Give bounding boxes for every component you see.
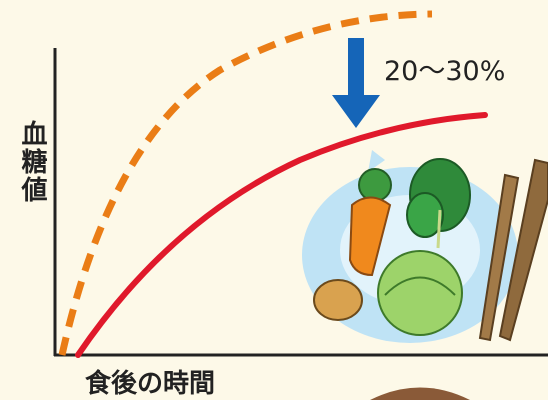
red-curve [75,112,488,358]
x-axis-label: 食後の時間 [85,368,215,399]
annotation: 20〜30% [384,56,505,87]
vegetables-illustration [302,150,548,343]
bottom-decoration [370,387,470,400]
y-axis-label: 血糖値 [17,120,48,204]
dashed-curve [58,10,433,356]
down-arrow [332,38,380,128]
